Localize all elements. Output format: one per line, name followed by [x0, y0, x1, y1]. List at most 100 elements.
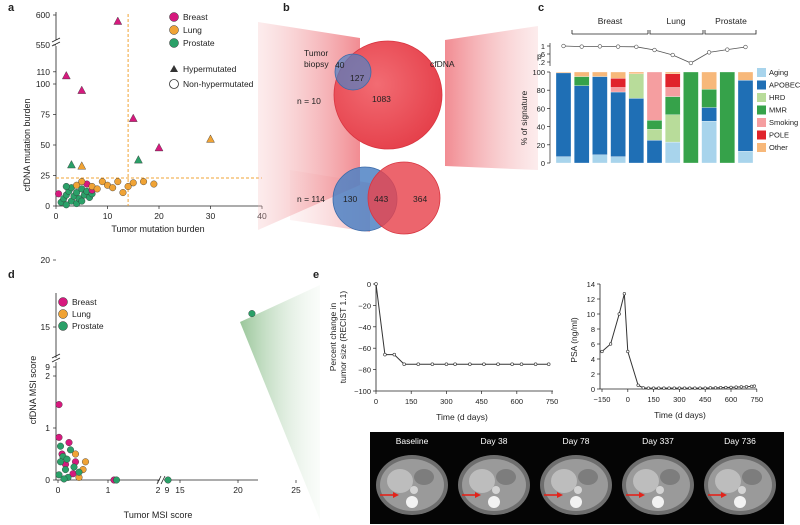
a-point-lung — [93, 185, 101, 193]
c-legend-swatch-hrd — [757, 93, 766, 102]
c-bar-segment-smoking — [610, 87, 626, 93]
d-point-lung — [81, 458, 89, 466]
c-bar-segment-apobec — [592, 76, 608, 155]
d-xlabel: Tumor MSI score — [124, 510, 193, 520]
c-p-point — [579, 44, 584, 49]
e2-point — [682, 386, 687, 390]
d-xtick-label: 25 — [291, 485, 301, 495]
a-triangle-prostate — [67, 160, 76, 169]
c-ylabel: % of signature — [519, 91, 529, 146]
c-bar-segment-other — [737, 71, 754, 81]
e2-ytick-label: 0 — [591, 385, 595, 394]
c-bar-segment-other — [701, 71, 717, 90]
a-triangle-breast — [154, 143, 164, 152]
c-bar-segment-apobec — [646, 140, 663, 164]
e2-point — [698, 386, 702, 390]
a-point-lung — [109, 184, 117, 192]
e2-xlabel: Time (d days) — [654, 410, 706, 420]
e2-point — [750, 384, 754, 388]
e2-point — [719, 386, 723, 390]
c-bar-segment-aging — [665, 141, 681, 164]
e2-point — [729, 385, 733, 389]
e2-xtick-label: 750 — [751, 395, 764, 404]
ct-arrow-head — [475, 492, 481, 498]
d-point-prostate — [62, 466, 70, 474]
ct-label-3: Day 337 — [642, 436, 674, 446]
c-bar-segment-apobec — [628, 98, 644, 164]
c-legend-swatch-other — [757, 143, 766, 152]
c-legend-label-aging: Aging — [769, 68, 788, 77]
ct-bowel — [414, 469, 434, 485]
c-p-point — [688, 60, 694, 66]
d-ylabel: cfDNA MSI score — [28, 356, 38, 425]
c-p-point — [597, 44, 603, 49]
a-legend-prostate: Prostate — [183, 38, 215, 48]
ct-aorta — [656, 486, 664, 494]
c-legend-label-hrd: HRD — [769, 93, 786, 102]
e1-ylabel-2: tumor size (RECIST 1.1) — [338, 291, 348, 384]
ct-aorta — [738, 486, 746, 494]
c-legend-swatch-pole — [757, 130, 766, 140]
d-legend-lung-marker — [58, 309, 68, 319]
e1-xlabel: Time (d days) — [436, 412, 488, 422]
a-xtick-label: 10 — [103, 211, 113, 221]
a-triangle-breast — [61, 71, 71, 80]
ct-spine — [488, 496, 500, 508]
e2-point — [608, 342, 613, 346]
a-ytick-label: 550 — [36, 40, 50, 50]
d-point-prostate — [164, 476, 172, 484]
c-p-point — [634, 44, 639, 49]
e1-xtick-label: 600 — [511, 397, 524, 406]
panel-label-c: c — [538, 2, 544, 14]
c-p-point — [706, 50, 712, 55]
b-cfdna-circle-bottom — [367, 161, 441, 235]
e2-point — [724, 385, 728, 390]
e2-point — [688, 386, 692, 390]
c-bar-segment-pole — [610, 78, 626, 88]
e2-point — [734, 385, 738, 389]
a-ytick-label: 50 — [41, 140, 51, 150]
ct-aorta — [574, 486, 582, 494]
c-ytick-label: 40 — [537, 123, 545, 132]
e1-point — [416, 362, 420, 366]
a-legend-breast: Breast — [183, 12, 208, 22]
e1-point — [430, 362, 435, 366]
e1-ytick-label: 0 — [367, 280, 371, 289]
c-p-point — [652, 47, 657, 53]
c-p-point — [670, 52, 675, 58]
d-point-prostate — [66, 446, 74, 454]
e1-point — [444, 362, 449, 366]
e1-point — [510, 362, 514, 366]
a-ytick-label: 25 — [41, 171, 51, 181]
e1-point — [392, 352, 397, 357]
e2-point — [622, 292, 626, 296]
a-triangle-lung — [206, 134, 215, 143]
e1-ytick-label: −40 — [358, 323, 371, 332]
a-ylabel: cfDNA mutation burden — [22, 98, 32, 191]
panel-b: Tumor biopsy cfDNA 40 127 1083 n = 10 13… — [258, 22, 538, 235]
d-ytick-label: 9 — [45, 362, 50, 372]
b-bottom-tumor-only: 130 — [343, 194, 357, 204]
e1-point — [482, 362, 486, 366]
c-bar-segment-other — [555, 71, 572, 74]
c-group-breast: Breast — [598, 16, 623, 26]
ct-arrow-head — [393, 492, 399, 498]
a-triangle-lung — [77, 161, 87, 170]
e2-ytick-label: 10 — [587, 310, 595, 319]
c-legend-swatch-aging — [757, 68, 766, 77]
e1-point — [496, 362, 500, 366]
ct-spine — [406, 496, 418, 508]
panel-a: 0255075100110550600010203040 cfDNA mutat… — [22, 10, 267, 234]
d-xtick-label: 1 — [106, 485, 111, 495]
d-point-breast — [65, 439, 73, 447]
ct-aorta — [492, 486, 500, 494]
e2-point — [693, 386, 697, 390]
a-xtick-label: 30 — [206, 211, 216, 221]
c-ytick-label: 100 — [532, 68, 545, 77]
a-xlabel: Tumor mutation burden — [111, 224, 204, 234]
c-bar-segment-mmr — [574, 76, 590, 86]
a-point-lung — [140, 178, 148, 186]
d-xtick-label: 15 — [175, 485, 185, 495]
